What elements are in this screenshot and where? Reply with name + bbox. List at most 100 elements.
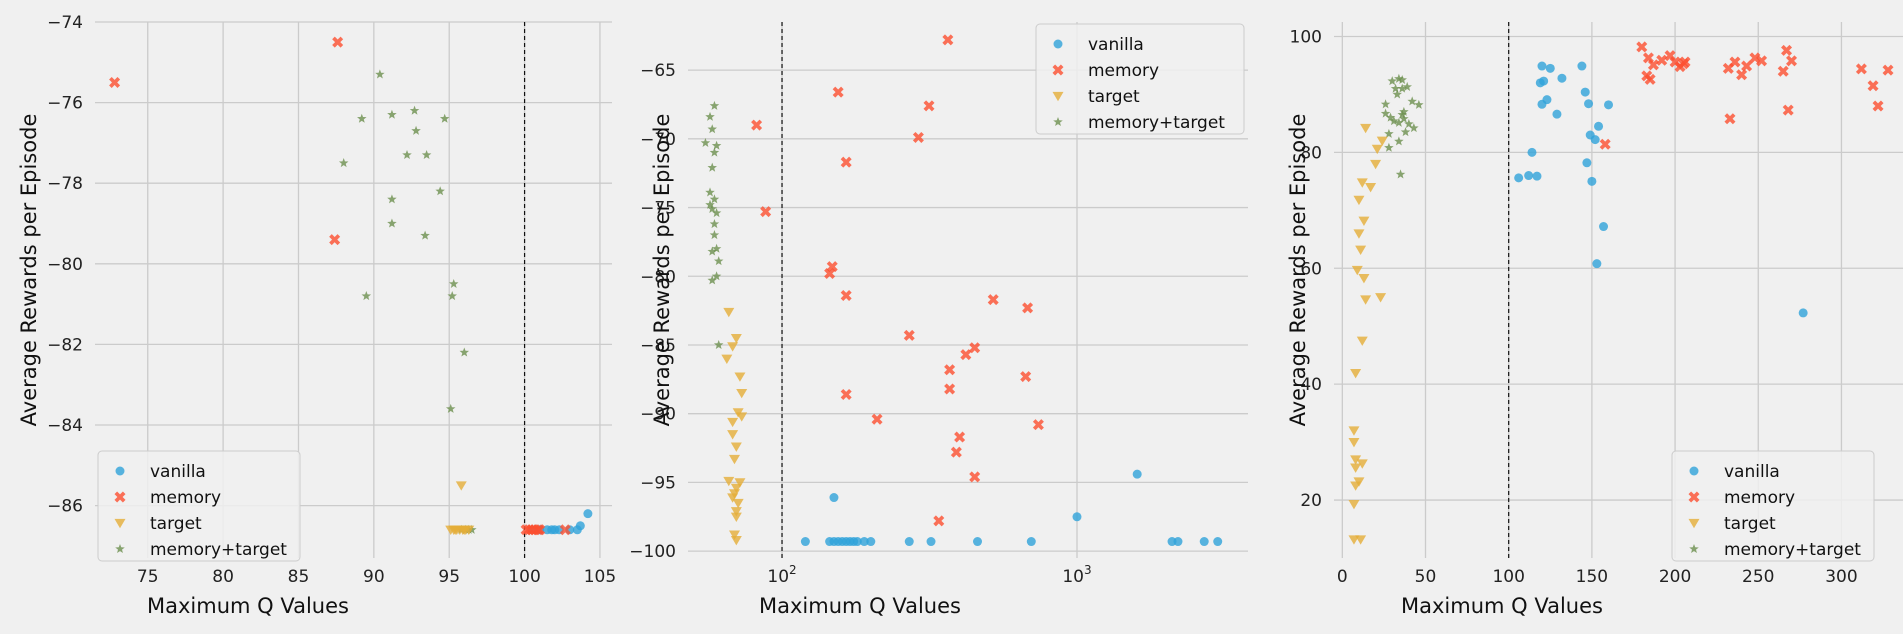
data-point-memory [1636,41,1648,53]
data-point-memory [1855,63,1867,75]
data-point-vanilla [1584,99,1594,109]
data-point-memory-target [1404,118,1414,129]
y-tick-label: 80 [1300,143,1322,163]
legend-label: memory+target [1724,540,1861,560]
legend-marker-memory-target [1689,544,1699,554]
data-point-memory-target [387,218,397,228]
y-tick-label: −84 [47,416,83,436]
data-point-memory [760,206,772,218]
legend-marker-memory [1688,491,1700,503]
data-point-memory-target [361,291,372,301]
data-point-memory [1786,55,1798,67]
data-point-memory-target [1399,113,1409,123]
data-point-memory [1644,73,1656,85]
data-point-memory [1679,56,1691,68]
y-tick-label: −80 [47,255,83,275]
x-tick-label: 80 [212,567,234,587]
data-point-memory [1032,419,1044,431]
data-point-target [736,412,748,422]
data-point-memory [942,34,954,46]
data-point-target [458,525,470,536]
data-point-vanilla [1577,61,1587,71]
data-point-target [727,430,739,440]
data-point-target [1351,265,1363,276]
data-point-target [721,354,733,364]
data-point-memory-target [700,137,711,147]
data-point-memory-target [711,208,722,218]
data-point-memory [1736,69,1748,81]
y-tick-label: −95 [640,473,676,493]
data-point-memory [944,383,956,395]
data-point-memory [1022,302,1034,314]
legend-label: target [150,514,202,534]
x-tick-label: 300 [1825,567,1857,587]
data-point-memory-target [1389,116,1399,126]
y-tick-label: 100 [1290,27,1322,47]
x-tick-exponent: 3 [1084,563,1092,577]
data-point-memory [903,329,915,341]
y-axis-label: Average Rewards per Episode [1286,114,1310,427]
data-point-vanilla [973,537,983,547]
x-tick-label: 250 [1742,567,1774,587]
data-point-memory [534,524,546,536]
data-point-memory-target [1400,127,1411,137]
legend-marker-vanilla [115,466,125,476]
x-tick-label: 0 [1337,567,1348,587]
data-point-vanilla [575,521,585,531]
data-point-memory [1782,104,1794,116]
data-point-memory-target [375,69,385,79]
x-tick-label: 100 [508,567,540,587]
data-point-vanilla [1542,95,1552,105]
y-tick-label: −75 [640,199,676,219]
data-point-vanilla [1592,259,1602,269]
legend-label: memory [1088,61,1159,81]
data-point-memory-target [387,109,397,119]
data-point-memory-target [1399,106,1409,116]
data-point-vanilla [1587,176,1597,186]
data-point-memory-target [1409,123,1419,133]
y-tick-label: −70 [640,130,676,150]
legend-label: vanilla [1724,462,1780,482]
data-point-target [449,525,461,536]
y-tick-label: 60 [1300,259,1322,279]
y-tick-label: 40 [1300,375,1322,395]
data-point-memory-target [707,203,717,213]
data-point-memory-target [1414,99,1424,109]
data-point-memory [329,234,341,246]
data-point-target [1348,499,1360,510]
data-point-target [1348,437,1360,448]
legend-marker-memory-target [1053,117,1063,127]
data-point-memory [1647,59,1659,71]
data-point-memory-target [357,113,367,123]
data-point-memory [969,471,981,483]
data-point-memory-target [1395,169,1406,179]
data-point-memory-target [448,278,459,288]
data-point-memory-target [709,194,720,204]
data-point-memory [960,349,972,361]
data-point-vanilla [1532,171,1542,181]
data-point-memory [824,268,836,280]
data-point-memory-target [435,186,445,196]
legend-box [1035,23,1245,135]
data-point-target [455,481,467,491]
data-point-vanilla [1599,222,1609,232]
data-point-memory-target [421,149,432,160]
data-point-memory-target [1390,83,1401,93]
data-point-memory [969,342,981,354]
data-point-target [1370,159,1382,170]
data-point-memory-target [338,158,349,168]
data-point-target [730,536,742,546]
data-point-memory-target [711,140,722,150]
data-point-target [723,307,735,318]
legend-marker-memory-target [115,544,125,554]
data-point-memory [1599,138,1611,150]
data-point-target [736,388,748,399]
data-point-memory-target [1385,112,1396,122]
data-point-memory-target [705,199,715,209]
legend-label: vanilla [1088,35,1144,55]
data-point-memory [1882,64,1894,76]
x-tick-label: 75 [137,567,159,587]
data-point-vanilla [926,537,936,547]
data-point-target [728,454,740,465]
